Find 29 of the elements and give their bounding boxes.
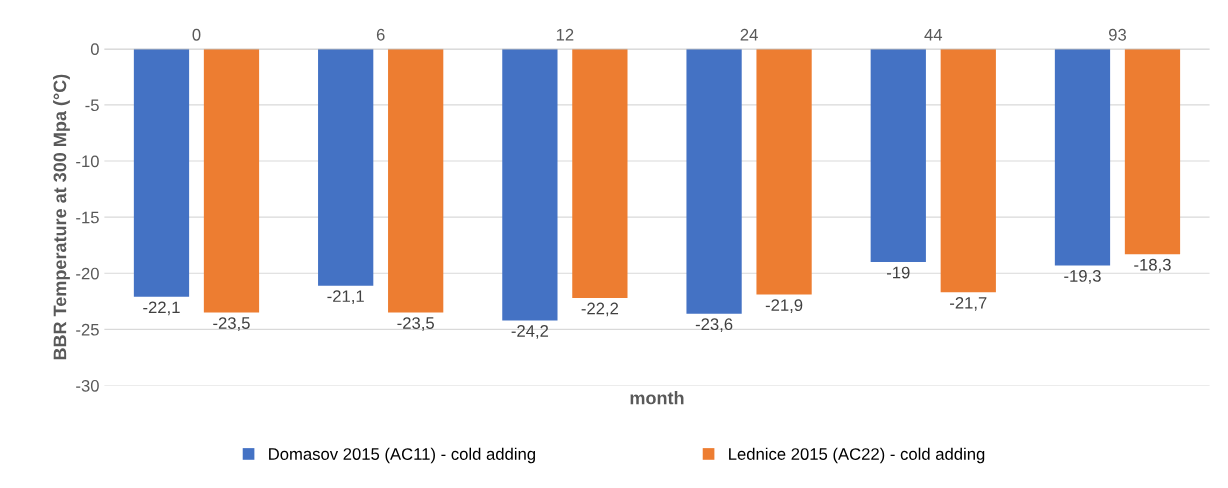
y-tick-label: -30 — [76, 379, 99, 392]
data-label: -21,1 — [327, 290, 364, 304]
x-tick-label: 0 — [192, 28, 201, 41]
data-label: -23,5 — [213, 317, 250, 331]
data-label: -23,5 — [397, 317, 434, 331]
data-label: -24,2 — [511, 325, 549, 339]
data-label: -18,3 — [1134, 258, 1171, 273]
y-axis-title: BBR Temperature at 300 Mpa (°C) — [53, 74, 70, 360]
legend-label: Lednice 2015 (AC22) - cold adding — [729, 447, 985, 464]
data-label: -19 — [886, 266, 910, 279]
data-label: -23,6 — [695, 318, 733, 333]
data-label: -21,9 — [765, 299, 803, 313]
x-tick-label: 12 — [556, 28, 574, 41]
data-label: -22,2 — [581, 302, 619, 317]
data-label: -21,7 — [950, 296, 987, 311]
data-label: -22,1 — [143, 301, 180, 316]
x-tick-label: 44 — [924, 29, 943, 41]
y-tick-label: 0 — [90, 43, 99, 55]
x-tick-label: 24 — [740, 28, 758, 41]
y-tick-label: -20 — [76, 267, 99, 280]
x-tick-label: 6 — [376, 28, 385, 41]
y-tick-label: -10 — [76, 155, 99, 168]
y-tick-label: -5 — [85, 99, 99, 112]
x-tick-label: 93 — [1108, 28, 1127, 41]
y-tick-label: -15 — [76, 211, 99, 224]
data-label: -19,3 — [1064, 270, 1101, 284]
y-tick-label: -25 — [76, 323, 99, 336]
x-axis-title: month — [630, 391, 684, 405]
legend-label: Domasov 2015 (AC11) - cold adding — [269, 447, 535, 464]
